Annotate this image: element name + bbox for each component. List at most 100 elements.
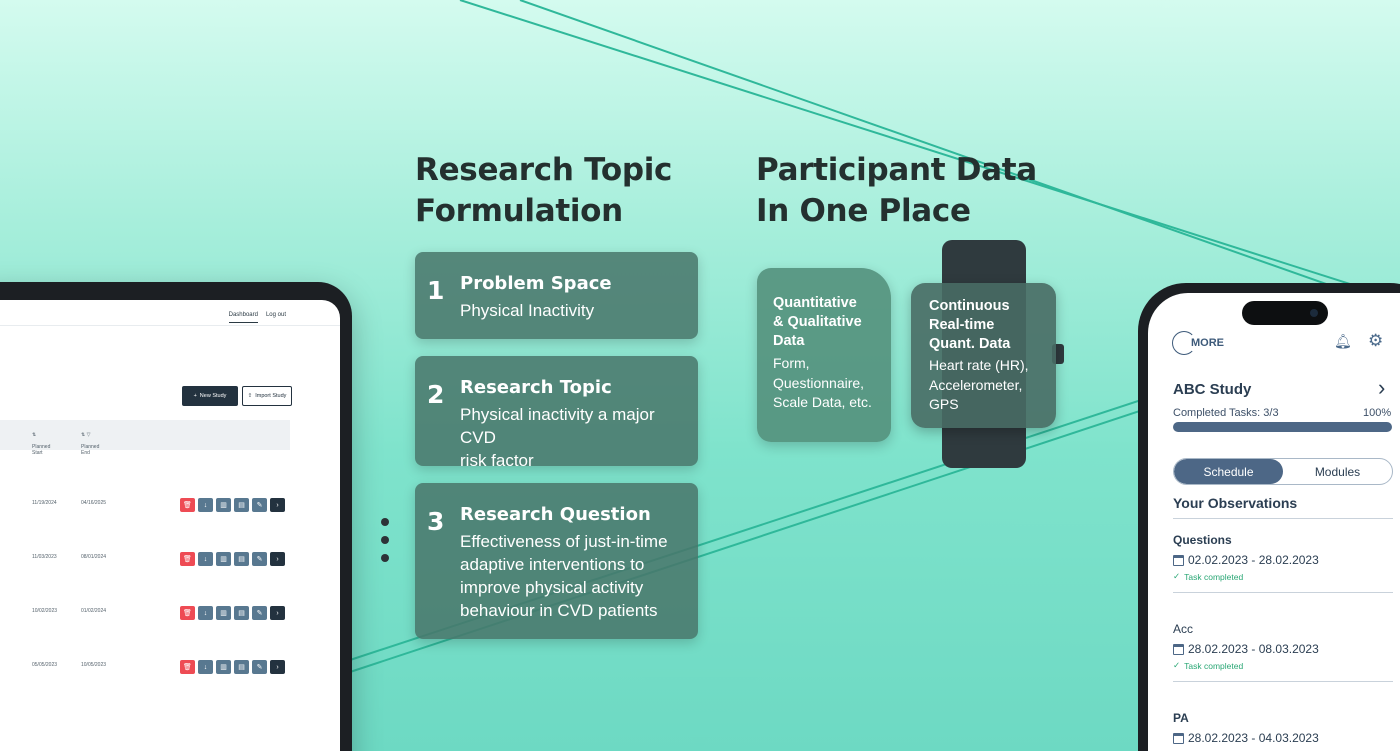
calendar-icon[interactable]: ▤ bbox=[234, 552, 249, 566]
research-heading: Research Topic Formulation bbox=[415, 152, 673, 229]
gear-icon[interactable]: ⚙ bbox=[1368, 331, 1384, 350]
form-data-card: Quantitative & Qualitative Data Form, Qu… bbox=[757, 268, 891, 442]
observation-date-range: 28.02.2023 - 04.03.2023 bbox=[1188, 731, 1319, 745]
chevron-right-icon[interactable]: › bbox=[270, 606, 285, 620]
observation-status-text: Task completed bbox=[1184, 571, 1244, 582]
logo-circle-icon bbox=[1172, 331, 1196, 355]
chevron-right-icon[interactable]: › bbox=[270, 498, 285, 512]
research-card-research-topic: 2 Research Topic Physical inactivity a m… bbox=[415, 356, 698, 470]
table-row[interactable]: dy e 10/02/2023 01/02/2024 🗑 ↓ ▥ ▤ ✎ › bbox=[0, 606, 302, 626]
edit-icon[interactable]: ✎ bbox=[252, 606, 267, 620]
observation-item[interactable]: Questions 02.02.2023 - 28.02.2023 ✓ Task… bbox=[1173, 533, 1393, 593]
observation-date-range: 28.02.2023 - 08.03.2023 bbox=[1188, 642, 1319, 656]
delete-icon[interactable]: 🗑 bbox=[180, 660, 195, 674]
row-planned-end: 01/02/2024 bbox=[81, 608, 107, 614]
chart-icon[interactable]: ▥ bbox=[216, 498, 231, 512]
delete-icon[interactable]: 🗑 bbox=[180, 498, 195, 512]
item-divider bbox=[1173, 681, 1393, 682]
card-title: Research Topic bbox=[460, 377, 612, 398]
phone-screen: MORE 🔔︎ ⚙ ABC Study › Completed Tasks: 3… bbox=[1148, 293, 1400, 751]
tablet-sensor bbox=[381, 518, 389, 526]
tablet-nav: Dashboard Log out bbox=[228, 306, 286, 323]
card-text: Physical Inactivity bbox=[460, 301, 595, 320]
row-planned-end: 08/01/2024 bbox=[81, 554, 107, 560]
nav-logout[interactable]: Log out bbox=[265, 312, 286, 318]
observation-dates: 28.02.2023 - 04.03.2023 bbox=[1173, 731, 1393, 745]
app-logo-text: MORE bbox=[1190, 337, 1225, 349]
card-title: Research Question bbox=[460, 504, 651, 525]
download-icon[interactable]: ↓ bbox=[198, 498, 213, 512]
watch-data-text: Heart rate (HR), Accelerometer, GPS bbox=[929, 357, 1029, 412]
new-study-button[interactable]: + New Study bbox=[182, 386, 238, 406]
edit-icon[interactable]: ✎ bbox=[252, 498, 267, 512]
delete-icon[interactable]: 🗑 bbox=[180, 552, 195, 566]
item-divider bbox=[1173, 592, 1393, 593]
col-planned-start-label: Planned Start bbox=[32, 444, 51, 456]
research-card-research-question: 3 Research Question Effectiveness of jus… bbox=[415, 483, 698, 639]
tablet-sensor bbox=[381, 536, 389, 544]
progress-percent: 100% bbox=[1363, 407, 1392, 419]
app-logo: MORE bbox=[1172, 331, 1225, 355]
study-title: ABC Study bbox=[1173, 381, 1252, 398]
download-icon[interactable]: ↓ bbox=[198, 606, 213, 620]
chart-icon[interactable]: ▥ bbox=[216, 552, 231, 566]
progress-bar bbox=[1173, 422, 1392, 432]
form-data-text: Form, Questionnaire, Scale Data, etc. bbox=[773, 355, 872, 410]
calendar-icon[interactable]: ▤ bbox=[234, 606, 249, 620]
row-actions: 🗑 ↓ ▥ ▤ ✎ › bbox=[180, 606, 285, 620]
observation-item[interactable]: PA 28.02.2023 - 04.03.2023 bbox=[1173, 711, 1393, 745]
card-text: Effectiveness of just-in-time adaptive i… bbox=[460, 532, 668, 620]
table-row[interactable]: udy e 11/19/2024 04/16/2025 🗑 ↓ ▥ ▤ ✎ › bbox=[0, 498, 302, 518]
observation-dates: 02.02.2023 - 28.02.2023 bbox=[1173, 553, 1393, 567]
edit-icon[interactable]: ✎ bbox=[252, 552, 267, 566]
form-data-title: Quantitative & Qualitative Data bbox=[773, 295, 862, 349]
card-number: 3 bbox=[427, 507, 445, 536]
row-planned-end: 10/05/2023 bbox=[81, 662, 107, 668]
chart-icon[interactable]: ▥ bbox=[216, 660, 231, 674]
observation-date-range: 02.02.2023 - 28.02.2023 bbox=[1188, 553, 1319, 567]
observation-name: PA bbox=[1173, 711, 1189, 725]
upload-icon: ⇪ bbox=[247, 393, 253, 399]
card-number: 2 bbox=[427, 380, 445, 409]
col-planned-end-label: Planned End bbox=[81, 444, 100, 456]
calendar-icon[interactable]: ▤ bbox=[234, 498, 249, 512]
bell-icon[interactable]: 🔔︎ bbox=[1334, 333, 1352, 349]
card-number: 1 bbox=[427, 276, 445, 305]
download-icon[interactable]: ↓ bbox=[198, 552, 213, 566]
row-actions: 🗑 ↓ ▥ ▤ ✎ › bbox=[180, 660, 285, 674]
delete-icon[interactable]: 🗑 bbox=[180, 606, 195, 620]
table-row[interactable]: dy e 05/05/2023 10/05/2023 🗑 ↓ ▥ ▤ ✎ › bbox=[0, 660, 302, 680]
tablet-device: Dashboard Log out + New Study ⇪ Import S… bbox=[0, 282, 352, 751]
calendar-icon[interactable]: ▤ bbox=[234, 660, 249, 674]
row-planned-start: 05/05/2023 bbox=[32, 662, 58, 668]
chevron-right-icon[interactable]: › bbox=[1378, 375, 1386, 400]
import-study-button[interactable]: ⇪ Import Study bbox=[242, 386, 292, 406]
observation-status: ✓ Task completed bbox=[1173, 660, 1393, 671]
nav-dashboard[interactable]: Dashboard bbox=[228, 306, 258, 323]
card-text: Physical inactivity a major CVD risk fac… bbox=[460, 405, 655, 470]
edit-icon[interactable]: ✎ bbox=[252, 660, 267, 674]
observation-dates: 28.02.2023 - 08.03.2023 bbox=[1173, 642, 1393, 656]
research-card-problem-space: 1 Problem Space Physical Inactivity bbox=[415, 252, 698, 339]
row-planned-start: 11/03/2023 bbox=[32, 554, 57, 560]
download-icon[interactable]: ↓ bbox=[198, 660, 213, 674]
watch-data-card: Continuous Real-time Quant. Data Heart r… bbox=[911, 283, 1056, 428]
chart-icon[interactable]: ▥ bbox=[216, 606, 231, 620]
dynamic-island bbox=[1242, 301, 1328, 325]
chevron-right-icon[interactable]: › bbox=[270, 552, 285, 566]
col-planned-end[interactable]: Planned End ⇅ ▽ bbox=[81, 432, 100, 456]
observations-title: Your Observations bbox=[1173, 495, 1298, 511]
tablet-sensor bbox=[381, 554, 389, 562]
row-actions: 🗑 ↓ ▥ ▤ ✎ › bbox=[180, 498, 285, 512]
chevron-right-icon[interactable]: › bbox=[270, 660, 285, 674]
table-row[interactable]: 11/03/2023 08/01/2024 🗑 ↓ ▥ ▤ ✎ › bbox=[0, 552, 302, 572]
observation-item[interactable]: Acc 28.02.2023 - 08.03.2023 ✓ Task compl… bbox=[1173, 622, 1393, 682]
col-planned-start[interactable]: Planned Start ⇅ bbox=[32, 432, 51, 456]
checkmark-icon: ✓ bbox=[1173, 660, 1181, 670]
table-header: Planned Start ⇅ Planned End ⇅ ▽ bbox=[0, 420, 290, 456]
tab-modules[interactable]: Modules bbox=[1314, 464, 1361, 479]
row-planned-end: 04/16/2025 bbox=[81, 500, 107, 506]
tab-schedule[interactable]: Schedule bbox=[1174, 459, 1283, 484]
calendar-icon bbox=[1173, 554, 1184, 566]
tablet-screen: Dashboard Log out + New Study ⇪ Import S… bbox=[0, 300, 340, 751]
